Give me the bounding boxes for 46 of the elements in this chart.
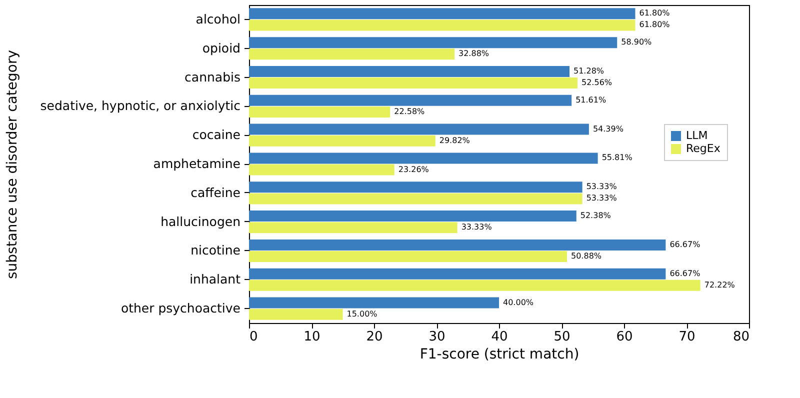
x-tick-label: 30 — [428, 330, 446, 344]
data-label: 58.90% — [621, 38, 652, 47]
data-label: 32.88% — [458, 49, 490, 58]
x-tick-label: 70 — [678, 330, 696, 344]
data-label: 66.67% — [670, 268, 701, 278]
legend-label: LLM — [686, 129, 708, 142]
data-label: 29.82% — [439, 136, 470, 145]
y-tick-label: nicotine — [190, 242, 241, 258]
data-label: 51.61% — [576, 95, 606, 104]
data-label: 66.67% — [670, 240, 701, 249]
data-label: 52.56% — [582, 78, 612, 88]
data-label: 61.80% — [639, 20, 670, 30]
data-label: 54.39% — [592, 124, 624, 134]
data-label: 53.33% — [586, 194, 618, 203]
data-label: 33.33% — [461, 222, 492, 232]
y-tick-label: amphetamine — [153, 156, 241, 171]
data-label: 52.38% — [580, 211, 612, 220]
data-label: 22.58% — [394, 106, 426, 116]
x-tick-label: 0 — [250, 330, 258, 344]
y-tick-label: hallucinogen — [160, 214, 240, 229]
x-tick-label: 20 — [366, 330, 383, 344]
data-label: 72.22% — [704, 280, 736, 290]
x-tick-label: 40 — [491, 330, 508, 344]
data-label: 55.81% — [602, 153, 633, 162]
y-tick-label: cocaine — [192, 127, 241, 142]
data-label: 23.26% — [398, 164, 430, 174]
y-tick-label: alcohol — [196, 11, 240, 26]
data-label: 51.28% — [574, 66, 604, 76]
y-tick-label: other psychoactive — [120, 300, 241, 316]
x-tick-label: 10 — [304, 330, 320, 344]
y-tick-label: cannabis — [184, 69, 240, 84]
y-axis-title: substance use disorder category — [4, 50, 20, 280]
data-label: 50.88% — [571, 252, 602, 261]
x-tick-label: 50 — [554, 330, 570, 344]
y-tick-label: caffeine — [190, 184, 241, 200]
y-tick-label: opioid — [202, 40, 240, 56]
data-label: 15.00% — [346, 309, 378, 318]
x-tick-label: 80 — [732, 330, 750, 344]
y-tick-label: inhalant — [190, 272, 241, 287]
y-tick-label: sedative, hypnotic, or anxiolytic — [40, 98, 241, 114]
x-tick-label: 60 — [616, 330, 633, 344]
data-label: 40.00% — [503, 298, 534, 307]
legend-label: RegEx — [686, 142, 721, 155]
data-label: 53.33% — [586, 182, 618, 192]
data-label: 61.80% — [639, 8, 670, 18]
x-axis-title: F1-score (strict match) — [420, 346, 580, 362]
